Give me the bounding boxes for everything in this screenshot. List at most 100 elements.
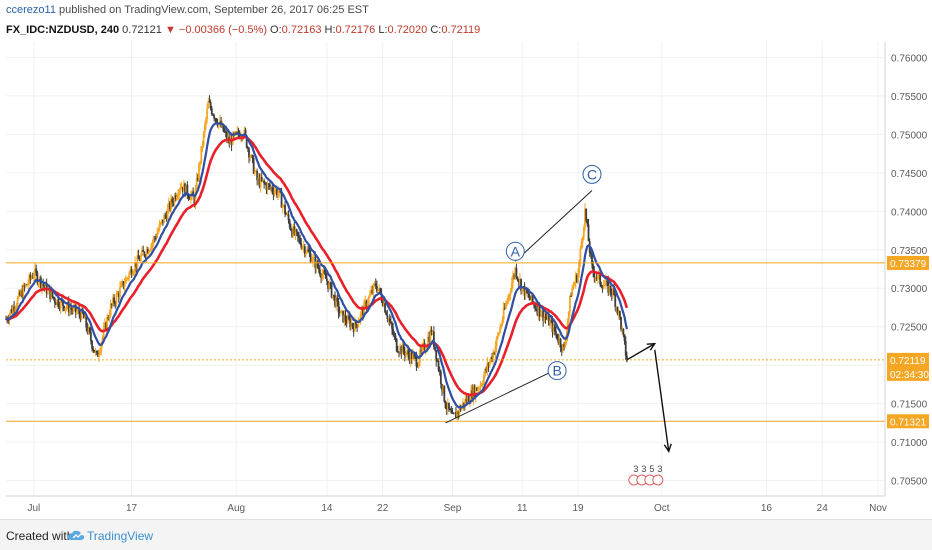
candle-body (191, 191, 193, 196)
candle-body (369, 294, 371, 297)
candle-body (520, 279, 522, 291)
event-count: 3 (633, 464, 638, 474)
candle-body (187, 195, 190, 199)
candle-body (119, 287, 121, 297)
candle-body (164, 215, 167, 217)
candle-body (570, 296, 572, 298)
candle-body (96, 352, 99, 357)
event-count: 5 (649, 464, 654, 474)
candle-body (500, 324, 503, 328)
tradingview-cloud-icon (67, 530, 85, 540)
candle-body (136, 255, 139, 268)
candle-body (255, 171, 257, 172)
candle-body (185, 184, 188, 196)
time-tick-label: 22 (377, 503, 389, 514)
candle-body (485, 369, 488, 371)
candle-body (589, 252, 592, 254)
candle-body (65, 306, 68, 308)
candle-body (43, 285, 46, 287)
time-tick-label: 24 (817, 503, 829, 514)
candle-body (337, 301, 340, 313)
wave-label-a: A (511, 243, 521, 259)
candle-body (320, 274, 322, 278)
candle-body (410, 352, 413, 361)
candle-body (398, 352, 400, 354)
candle-body (484, 369, 486, 376)
candle-body (53, 298, 56, 304)
candle-body (598, 275, 600, 276)
candle-body (599, 275, 602, 285)
candle-body (324, 273, 327, 279)
candle-body (329, 282, 332, 284)
candle-body (33, 275, 35, 279)
candle-body (443, 385, 446, 402)
candle-body (388, 318, 391, 322)
candle-body (439, 371, 442, 385)
candle-body (265, 184, 268, 191)
candle-body (271, 187, 274, 192)
candle-body (36, 272, 39, 284)
candle-body (396, 351, 399, 353)
candle-body (103, 322, 106, 328)
candle-body (394, 335, 397, 339)
candle-body (477, 388, 479, 391)
candle-body (614, 295, 617, 308)
candle-body (115, 293, 118, 304)
candle-body (481, 383, 484, 385)
candle-body (165, 215, 168, 220)
candle-body (244, 129, 247, 136)
candle-body (26, 284, 28, 286)
candle-body (327, 281, 329, 289)
candle-body (135, 262, 138, 268)
candle-body (622, 329, 625, 335)
candle-body (586, 220, 589, 225)
candle-body (173, 195, 176, 203)
candle-body (352, 326, 355, 332)
candle-body (87, 327, 90, 333)
wave-label-c: C (587, 166, 597, 182)
candle-body (144, 255, 147, 257)
candle-body (282, 204, 285, 206)
candle-body (293, 226, 296, 235)
candle-body (205, 118, 207, 126)
candle-body (174, 195, 177, 200)
candle-body (356, 324, 359, 327)
candle-body (414, 355, 417, 357)
candle-body (108, 315, 111, 319)
candle-body (319, 269, 321, 275)
candle-body (559, 338, 562, 348)
candle-body (203, 125, 206, 133)
candle-body (221, 124, 224, 128)
candle-body (479, 385, 482, 389)
event-flag-icon (652, 474, 664, 486)
candle-body (473, 386, 476, 397)
candle-body (585, 208, 588, 221)
candle-body (434, 347, 436, 351)
candle-body (21, 290, 24, 298)
candle-body (37, 282, 40, 284)
candle-body (575, 275, 578, 282)
candle-body (494, 346, 497, 355)
candle-body (260, 177, 263, 181)
candle-body (399, 346, 402, 353)
candle-body (564, 341, 567, 347)
candle-body (609, 285, 612, 293)
candle-body (270, 187, 272, 189)
candle-body (215, 118, 218, 123)
candle-body (544, 316, 547, 318)
time-axis[interactable]: Jul 17 Aug 14 22 Sep 11 19 Oct 16 24 Nov (28, 503, 887, 514)
close-label: C: (430, 24, 442, 36)
author-link[interactable]: ccerezo11 (6, 4, 56, 16)
candle-body (72, 306, 75, 311)
candle-body (608, 285, 611, 293)
chart-drawings: A B C (445, 164, 672, 453)
symbol-label[interactable]: FX_IDC:NZDUSD, 240 (6, 24, 120, 36)
candle-body (515, 267, 518, 278)
tradingview-brand[interactable]: TradingView (87, 529, 154, 543)
candle-body (62, 300, 64, 306)
candle-body (49, 288, 52, 299)
candle-body (593, 271, 596, 278)
candle-body (437, 360, 440, 371)
candle-body (93, 349, 96, 353)
